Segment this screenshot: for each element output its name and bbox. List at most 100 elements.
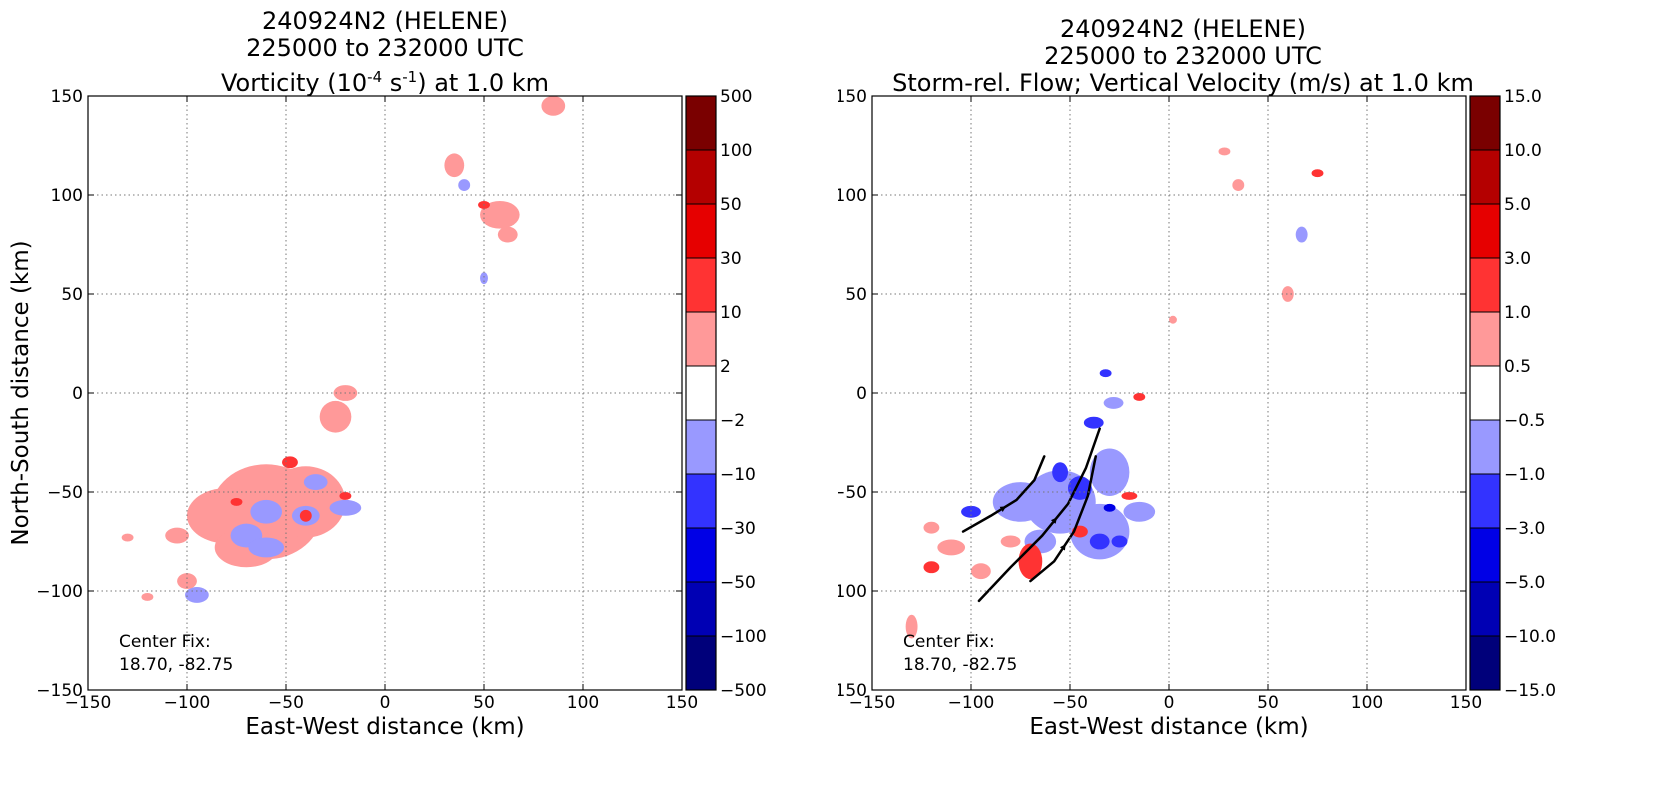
colorbar-segment <box>1469 203 1501 259</box>
colorbar-label: −10.0 <box>1504 627 1556 647</box>
streamline <box>961 455 1046 533</box>
contour-blob <box>1281 286 1294 302</box>
colorbar-label: −15.0 <box>1504 681 1556 701</box>
colorbar-label: 2 <box>720 357 731 377</box>
title-part: s <box>382 69 403 97</box>
contour-blob <box>1218 147 1231 156</box>
contour-blob <box>1089 533 1110 550</box>
contour-blob <box>329 499 362 516</box>
title-line-3: Vorticity (10-4 s-1) at 1.0 km <box>88 63 682 97</box>
y-tick-label: −50 <box>47 483 83 503</box>
colorbar-segment <box>685 95 717 151</box>
x-tick-label: 50 <box>1257 693 1279 713</box>
vorticity-panel: 240924N2 (HELENE) 225000 to 232000 UTC V… <box>0 0 838 797</box>
colorbar-label: −30 <box>720 519 756 539</box>
contour-blob <box>1232 179 1245 192</box>
vorticity-chart: −150 −100 −50 0 50 100 150−150−100−50050100150… <box>8 87 767 740</box>
contour-blob <box>1311 169 1324 178</box>
x-tick-label: 100 <box>567 693 599 713</box>
colorbar-segment <box>1469 257 1501 313</box>
contour-blob <box>121 533 134 542</box>
x-tick-label: −50 <box>1052 693 1088 713</box>
title-part: Vorticity (10 <box>220 69 368 97</box>
contour-blob <box>497 226 518 243</box>
colorbar-segment <box>685 635 717 691</box>
contour-blob <box>961 505 981 518</box>
contour-blob <box>444 153 465 178</box>
contour-blob <box>1099 369 1112 378</box>
contour-blob <box>299 509 312 522</box>
colorbar-segment <box>685 257 717 313</box>
y-tick-label: −100 <box>838 582 867 602</box>
colorbar-label: 10 <box>720 303 742 323</box>
contour-blob <box>1089 448 1130 496</box>
colorbar-segment <box>685 419 717 475</box>
contour-blob <box>339 492 352 500</box>
contour-blob <box>971 563 991 580</box>
colorbar-label: 30 <box>720 249 742 269</box>
colorbar-segment <box>1469 473 1501 529</box>
colorbar-segment <box>1469 635 1501 691</box>
y-tick-label: 50 <box>845 285 867 305</box>
colorbar-label: −1.0 <box>1504 465 1545 485</box>
contour-blob <box>319 400 352 433</box>
colorbar-label: 3.0 <box>1504 249 1531 269</box>
contour-blob <box>923 561 940 574</box>
colorbar-segment <box>1469 311 1501 367</box>
y-tick-label: −100 <box>36 582 83 602</box>
colorbar-label: −100 <box>720 627 767 647</box>
colorbar-label: −0.5 <box>1504 411 1545 431</box>
vertical-velocity-chart: −150 −100 −50 0 50 100 150 −150 −100 −50 0 50 100 150… <box>838 87 1556 740</box>
colorbar-segment <box>1469 149 1501 205</box>
contour-blob <box>248 537 285 558</box>
contour-blob <box>923 521 940 534</box>
y-axis-label: North-South distance (km) <box>8 240 34 545</box>
contour-blob <box>992 482 1049 522</box>
contour-blob <box>1295 226 1308 243</box>
contour-blob <box>1052 462 1069 483</box>
x-tick-label: −150 <box>65 693 112 713</box>
contour-field <box>905 147 1324 639</box>
title-part: ) at 1.0 km <box>417 69 550 97</box>
contour-blob <box>230 497 243 506</box>
contour-blob <box>185 587 209 603</box>
y-tick-label: 150 <box>838 87 867 107</box>
colorbar-label: 100 <box>720 141 752 161</box>
colorbar-frame <box>1469 95 1501 691</box>
x-tick-label: 100 <box>1351 693 1383 713</box>
y-tick-label: 100 <box>838 186 867 206</box>
contour-blob <box>250 499 283 524</box>
colorbar-label: −2 <box>720 411 745 431</box>
colorbar-label: 10.0 <box>1504 141 1542 161</box>
colorbar-segment <box>1469 581 1501 637</box>
y-tick-label: 0 <box>856 384 867 404</box>
colorbar-segment <box>685 203 717 259</box>
y-tick-label: −150 <box>36 681 83 701</box>
contour-blob <box>905 614 918 639</box>
colorbar-label: −10 <box>720 465 756 485</box>
contour-blob <box>1083 416 1104 429</box>
title-exponent: -1 <box>402 68 418 86</box>
colorbar-label: 50 <box>720 195 742 215</box>
contour-blob <box>1121 492 1138 500</box>
y-tick-label: 0 <box>72 384 83 404</box>
contour-blob <box>480 272 488 285</box>
colorbar-segment <box>1469 419 1501 475</box>
colorbar-label: −5.0 <box>1504 573 1545 593</box>
x-tick-label: −50 <box>268 693 304 713</box>
colorbar-segment <box>685 149 717 205</box>
x-tick-label: 150 <box>1450 693 1482 713</box>
y-tick-label: 100 <box>51 186 83 206</box>
x-tick-label: 150 <box>666 693 698 713</box>
contour-blob <box>1103 503 1116 512</box>
colorbar-label: 15.0 <box>1504 87 1542 107</box>
contour-blob <box>1169 315 1177 324</box>
center-fix-value: 18.70, -82.75 <box>119 655 233 675</box>
colorbar-segment <box>1469 95 1501 151</box>
contour-blob <box>165 527 189 544</box>
colorbar-label: 5.0 <box>1504 195 1531 215</box>
center-fix-label: Center Fix: <box>119 632 211 652</box>
colorbar-segment <box>685 365 717 421</box>
y-tick-label: 50 <box>61 285 83 305</box>
title-line-2: 225000 to 232000 UTC <box>1044 42 1322 70</box>
